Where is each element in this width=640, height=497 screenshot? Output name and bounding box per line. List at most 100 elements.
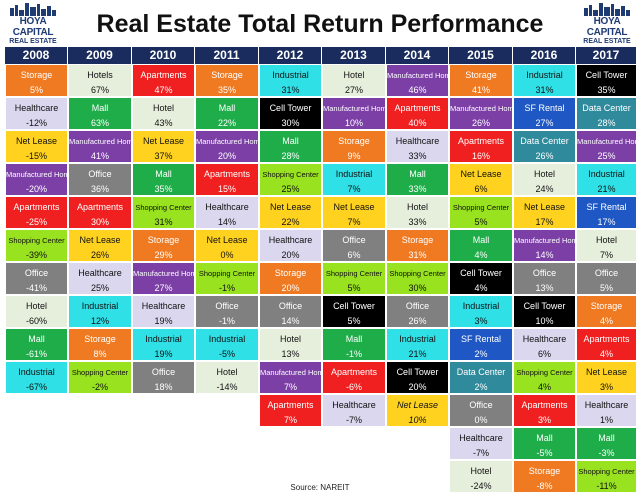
year-header-row: 2008 2009 2010 2011 2012 2013 2014 2015 2016 2017	[5, 47, 637, 64]
cell-return-value: 46%	[408, 85, 427, 95]
cell-2008-apartments: Apartments -25%	[5, 196, 68, 229]
cell-return-value: 31%	[154, 217, 173, 227]
cell-2016-office: Office 13%	[513, 262, 576, 295]
cell-2017-mall: Mall -3%	[576, 427, 637, 460]
cell-2017-sf-rental: SF Rental 17%	[576, 196, 637, 229]
cell-category-label: Mall	[409, 169, 426, 179]
cell-category-label: Apartments	[76, 202, 124, 212]
cell-category-label: Mall	[282, 136, 299, 146]
cell-2013-manufactured-home: Manufactured Home 10%	[322, 97, 386, 130]
cell-2017-manufactured-home: Manufactured Home 25%	[576, 130, 637, 163]
cell-category-label: Industrial	[399, 334, 436, 344]
cell-2009-shopping-center: Shopping Center -2%	[68, 361, 132, 394]
cell-2017-shopping-center: Shopping Center -11%	[576, 460, 637, 493]
cell-2016-shopping-center: Shopping Center 4%	[513, 361, 576, 394]
cell-category-label: Manufactured Home	[196, 137, 258, 146]
cell-return-value: -1%	[218, 316, 235, 326]
cell-category-label: Storage	[274, 268, 307, 278]
cell-category-label: Apartments	[457, 136, 505, 146]
cell-return-value: -5%	[536, 448, 553, 458]
cell-2009-apartments: Apartments 30%	[68, 196, 132, 229]
cell-return-value: 31%	[281, 85, 300, 95]
cell-category-label: Industrial	[145, 334, 182, 344]
cell-category-label: Apartments	[13, 202, 60, 212]
logo-sub-text: REAL ESTATE	[583, 38, 631, 45]
cell-2012-office: Office 14%	[259, 295, 322, 328]
cell-2016-apartments: Apartments 3%	[513, 394, 576, 427]
cell-return-value: 26%	[408, 316, 427, 326]
cell-return-value: 17%	[597, 217, 616, 227]
logo-sub-text: REAL ESTATE	[9, 38, 57, 45]
cell-2008-hotel: Hotel -60%	[5, 295, 68, 328]
cell-return-value: -41%	[25, 283, 47, 293]
cell-2008-healthcare: Healthcare -12%	[5, 97, 68, 130]
cell-return-value: 27%	[154, 283, 173, 293]
cell-category-label: Net Lease	[523, 202, 566, 212]
cell-category-label: Storage	[211, 70, 243, 80]
cell-2013-storage: Storage 9%	[322, 130, 386, 163]
cell-return-value: -12%	[25, 118, 47, 128]
cell-return-value: -6%	[345, 382, 362, 392]
cell-category-label: Manufactured Home	[514, 236, 575, 245]
cell-return-value: 63%	[90, 118, 109, 128]
cell-2012-industrial: Industrial 31%	[259, 64, 322, 97]
cell-return-value: 10%	[408, 415, 427, 425]
cell-2014-cell-tower: Cell Tower 20%	[386, 361, 449, 394]
cell-category-label: Manufactured Home	[6, 170, 67, 179]
cell-category-label: Mall	[472, 235, 490, 245]
cell-return-value: 14%	[535, 250, 554, 260]
cell-2010-hotel: Hotel 43%	[132, 97, 195, 130]
cell-category-label: Storage	[338, 136, 370, 146]
cell-category-label: Cell Tower	[523, 301, 566, 311]
cell-2016-sf-rental: SF Rental 27%	[513, 97, 576, 130]
cell-category-label: Manufactured Home	[260, 368, 321, 377]
cell-category-label: Healthcare	[395, 136, 440, 146]
cell-category-label: Manufactured Home	[387, 71, 448, 80]
cell-category-label: SF Rental	[460, 334, 502, 344]
cell-return-value: 10%	[344, 118, 363, 128]
cell-category-label: Net Lease	[333, 202, 375, 212]
cell-2010-shopping-center: Shopping Center 31%	[132, 196, 195, 229]
cell-return-value: 35%	[597, 85, 616, 95]
cell-category-label: Net Lease	[142, 136, 185, 146]
cell-category-label: Mall	[218, 103, 236, 113]
cell-2017-healthcare: Healthcare 1%	[576, 394, 637, 427]
cell-category-label: Manufactured Home	[577, 137, 636, 146]
hoya-capital-logo: HOYA CAPITAL REAL ESTATE	[578, 2, 636, 45]
year-header-2014: 2014	[386, 47, 449, 64]
cell-2008-manufactured-home: Manufactured Home -20%	[5, 163, 68, 196]
cell-return-value: 30%	[408, 283, 427, 293]
cell-return-value: 16%	[471, 151, 490, 161]
chart-title: Real Estate Total Return Performance	[96, 10, 544, 38]
cell-category-label: Hotel	[152, 103, 174, 113]
cell-category-label: Data Center	[456, 367, 506, 377]
cell-return-value: 9%	[347, 151, 361, 161]
cell-return-value: 10%	[535, 316, 554, 326]
cell-category-label: Storage	[147, 235, 180, 245]
cell-2016-storage: Storage -8%	[513, 460, 576, 493]
cell-return-value: -39%	[25, 250, 47, 260]
cell-return-value: 27%	[535, 118, 554, 128]
cell-category-label: Office	[215, 301, 239, 311]
cell-category-label: Office	[405, 301, 430, 311]
cell-2014-manufactured-home: Manufactured Home 46%	[386, 64, 449, 97]
cell-category-label: Cell Tower	[396, 367, 439, 377]
cell-2014-industrial: Industrial 21%	[386, 328, 449, 361]
cell-category-label: Storage	[465, 70, 497, 80]
cell-2011-hotel: Hotel -14%	[195, 361, 259, 394]
cell-return-value: 19%	[154, 349, 173, 359]
cell-category-label: Industrial	[272, 70, 309, 80]
cell-2010-office: Office 18%	[132, 361, 195, 394]
cell-category-label: Healthcare	[78, 268, 122, 278]
cell-category-label: Storage	[401, 235, 434, 245]
cell-return-value: 17%	[535, 217, 554, 227]
cell-return-value: 30%	[281, 118, 300, 128]
cell-return-value: 14%	[217, 217, 236, 227]
cell-2017-storage: Storage 4%	[576, 295, 637, 328]
cell-return-value: 33%	[408, 151, 427, 161]
cell-return-value: 26%	[471, 118, 490, 128]
cell-return-value: 15%	[217, 184, 236, 194]
cell-category-label: Cell Tower	[333, 301, 375, 311]
cell-2011-office: Office -1%	[195, 295, 259, 328]
cell-category-label: Industrial	[588, 169, 625, 179]
